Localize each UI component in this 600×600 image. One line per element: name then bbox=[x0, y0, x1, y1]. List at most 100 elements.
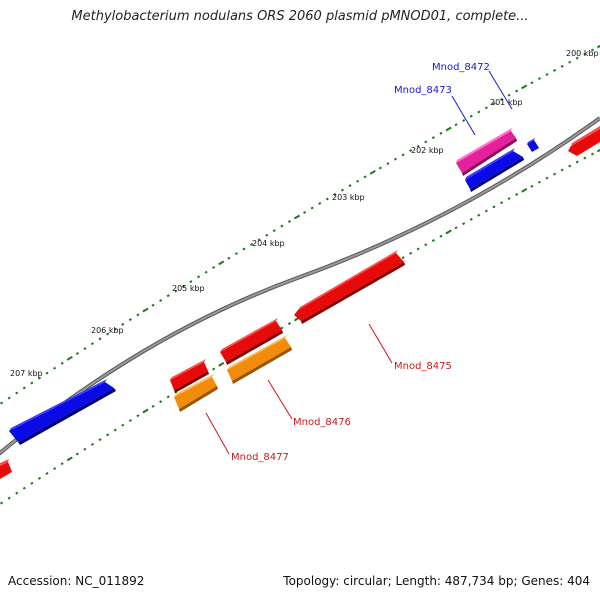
outer-tick bbox=[151, 303, 155, 307]
outer-tick bbox=[90, 342, 94, 346]
blue-cds-small[interactable] bbox=[527, 138, 539, 152]
inner-tick bbox=[484, 209, 488, 213]
gene-label-mnod-8475[interactable]: Mnod_8475 bbox=[394, 361, 452, 372]
red-cds-mnod-8475[interactable] bbox=[294, 250, 405, 324]
blue-cds-1[interactable] bbox=[9, 379, 116, 445]
gene-label-mnod-8473[interactable]: Mnod_8473 bbox=[394, 85, 452, 96]
ruler-ticks-outer bbox=[0, 44, 600, 405]
outer-tick bbox=[136, 313, 140, 317]
outer-tick bbox=[500, 97, 504, 101]
inner-tick bbox=[568, 164, 572, 168]
inner-tick bbox=[98, 438, 102, 442]
gene-label-mnod-8477[interactable]: Mnod_8477 bbox=[231, 452, 289, 463]
inner-tick bbox=[445, 229, 452, 235]
inner-tick bbox=[454, 226, 458, 230]
outer-tick bbox=[492, 102, 496, 106]
orange-cds-mnod-8477[interactable] bbox=[174, 374, 218, 412]
topology-summary: Topology: circular; Length: 487,734 bp; … bbox=[283, 574, 590, 588]
inner-tick bbox=[128, 419, 132, 422]
inner-tick bbox=[530, 184, 534, 188]
outer-tick bbox=[75, 352, 79, 355]
outer-tick bbox=[142, 307, 149, 313]
gene-features bbox=[0, 126, 600, 479]
inner-tick bbox=[113, 428, 117, 432]
inner-tick bbox=[545, 176, 549, 180]
outer-tick bbox=[53, 366, 57, 370]
ruler-label-207-kbp: 207 kbp bbox=[10, 369, 43, 378]
ruler-ticks-inner bbox=[0, 148, 600, 505]
inner-tick bbox=[15, 491, 19, 495]
inner-tick bbox=[515, 193, 519, 196]
inner-tick bbox=[136, 414, 140, 418]
outer-tick bbox=[257, 238, 261, 242]
inner-tick bbox=[121, 423, 125, 427]
red-cds-right-edge[interactable] bbox=[568, 126, 600, 156]
ruler-label-204-kbp: 204 kbp bbox=[252, 239, 285, 248]
outer-tick bbox=[424, 140, 428, 144]
outer-tick bbox=[45, 371, 49, 375]
red-cds-upper[interactable] bbox=[220, 318, 283, 365]
outer-tick bbox=[212, 266, 216, 269]
outer-tick bbox=[204, 270, 208, 274]
outer-tick bbox=[174, 289, 178, 293]
outer-tick bbox=[242, 247, 246, 251]
outer-tick bbox=[431, 136, 435, 140]
inner-tick bbox=[83, 447, 87, 451]
outer-tick bbox=[227, 256, 231, 260]
inner-tick bbox=[469, 217, 473, 221]
inner-tick bbox=[575, 160, 579, 164]
outer-tick bbox=[128, 318, 132, 322]
outer-tick bbox=[181, 284, 185, 288]
outer-tick bbox=[83, 347, 87, 351]
outer-tick bbox=[454, 123, 458, 127]
outer-tick bbox=[60, 361, 64, 365]
outer-tick bbox=[568, 60, 572, 64]
inner-tick bbox=[521, 187, 528, 193]
ruler-label-202-kbp: 202 kbp bbox=[411, 146, 444, 155]
outer-tick bbox=[287, 220, 291, 223]
outer-tick bbox=[166, 294, 170, 298]
outer-tick bbox=[303, 211, 307, 214]
pink-cds-mnod-8472[interactable] bbox=[456, 128, 517, 176]
outer-tick bbox=[106, 332, 110, 336]
outer-tick bbox=[98, 337, 102, 341]
inner-tick bbox=[218, 361, 225, 367]
outer-tick bbox=[250, 242, 254, 246]
inner-tick bbox=[212, 367, 216, 371]
gene-label-mnod-8476[interactable]: Mnod_8476 bbox=[293, 417, 351, 428]
outer-tick bbox=[521, 84, 528, 90]
outer-tick bbox=[545, 73, 549, 76]
red-cds-small[interactable] bbox=[170, 359, 209, 393]
outer-tick bbox=[159, 299, 163, 302]
outer-tick bbox=[393, 157, 397, 161]
gene-label-mnod-8472[interactable]: Mnod_8472 bbox=[432, 62, 490, 73]
outer-tick bbox=[596, 44, 600, 49]
inner-tick bbox=[477, 213, 481, 217]
outer-tick bbox=[356, 179, 360, 183]
blue-cds-mnod-8473[interactable] bbox=[465, 148, 524, 192]
inner-tick bbox=[45, 472, 49, 475]
outer-tick bbox=[325, 197, 329, 201]
outer-tick bbox=[318, 202, 322, 205]
inner-tick bbox=[492, 205, 496, 209]
outer-tick bbox=[378, 166, 382, 170]
inner-tick bbox=[507, 197, 511, 201]
outer-tick bbox=[386, 162, 390, 166]
inner-tick bbox=[409, 251, 413, 255]
inner-tick bbox=[30, 481, 34, 485]
outer-tick bbox=[515, 89, 519, 93]
orange-cds-mnod-8476[interactable] bbox=[227, 335, 292, 384]
inner-tick bbox=[60, 462, 64, 466]
inner-tick bbox=[0, 501, 4, 505]
outer-tick bbox=[30, 381, 34, 385]
inner-tick bbox=[401, 256, 405, 260]
ruler-label-200-kbp: 200 kbp bbox=[566, 49, 599, 58]
outer-tick bbox=[409, 149, 413, 152]
outer-tick bbox=[484, 106, 488, 110]
red-cds-left-edge[interactable] bbox=[0, 459, 12, 479]
outer-tick bbox=[333, 193, 337, 196]
inner-tick bbox=[90, 442, 94, 446]
outer-tick bbox=[348, 184, 352, 188]
inner-tick bbox=[53, 467, 57, 471]
leader-mnod-8472 bbox=[488, 70, 513, 110]
